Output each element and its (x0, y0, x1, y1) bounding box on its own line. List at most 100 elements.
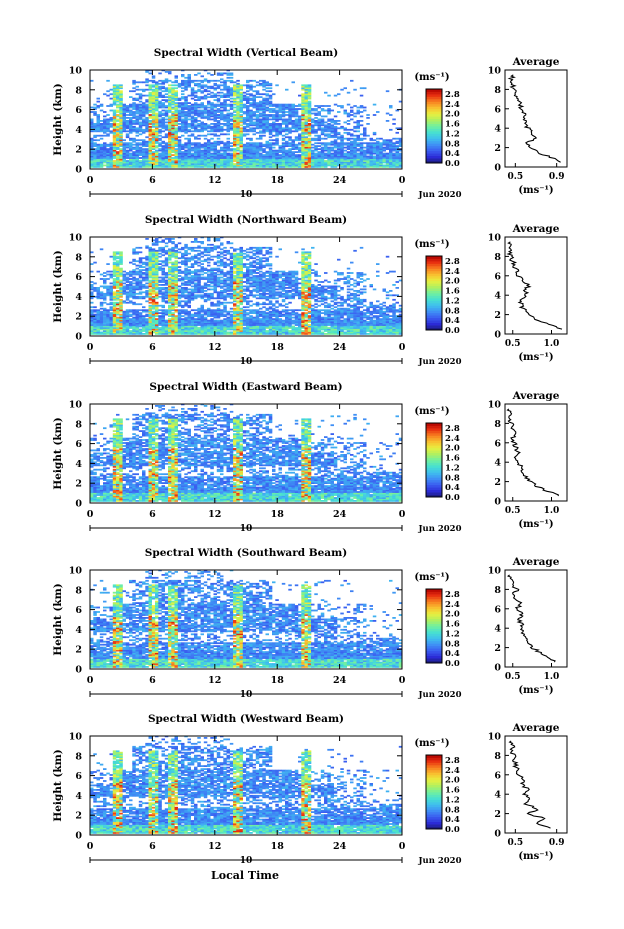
heatmap-cell (96, 121, 100, 124)
heatmap-cell (242, 128, 247, 131)
heatmap-cell (236, 133, 240, 136)
heatmap-cell (337, 142, 341, 145)
heatmap-cell (252, 100, 256, 103)
heatmap-cell (112, 102, 117, 104)
heatmap-cell (142, 284, 146, 286)
heatmap-cell (155, 93, 159, 96)
heatmap-cell (112, 121, 117, 124)
heatmap-cell (138, 111, 143, 113)
heatmap-cell (135, 131, 139, 134)
heatmap-cell (252, 154, 256, 156)
heatmap-cell (109, 143, 113, 146)
heatmap-cell (194, 102, 198, 104)
heatmap-cell (281, 166, 286, 168)
heatmap-cell (239, 136, 243, 139)
heatmap-cell (242, 84, 247, 87)
heatmap-cell (203, 146, 208, 149)
heatmap-cell (138, 146, 143, 149)
heatmap-cell (164, 238, 169, 240)
heatmap-cell (259, 82, 263, 85)
heatmap-cell (145, 117, 149, 119)
heatmap-cell (177, 166, 182, 168)
heatmap-cell (164, 245, 169, 248)
heatmap-cell (142, 261, 146, 264)
heatmap-cell (142, 140, 146, 143)
heatmap-cell (220, 123, 224, 125)
heatmap-cell (207, 93, 211, 96)
heatmap-cell (229, 149, 234, 152)
heatmap-cell (262, 79, 266, 82)
heatmap-cell (155, 166, 159, 168)
heatmap-cell (356, 109, 360, 112)
heatmap-cell (278, 163, 282, 165)
heatmap-cell (119, 91, 123, 94)
heatmap-cell (216, 161, 221, 164)
heatmap-cell (148, 125, 152, 128)
heatmap-cell (135, 270, 139, 273)
heatmap-cell (281, 111, 286, 113)
heatmap-cell (236, 136, 240, 139)
heatmap-cell (268, 142, 273, 145)
heatmap-cell (239, 160, 243, 162)
heatmap-cell (194, 151, 198, 153)
heatmap-cell (177, 300, 182, 303)
heatmap-cell (129, 143, 133, 146)
heatmap-cell (223, 143, 227, 146)
heatmap-cell (187, 160, 191, 162)
y-tick-label: 10 (69, 66, 83, 77)
heatmap-cell (132, 97, 136, 100)
heatmap-cell (213, 79, 217, 82)
heatmap-cell (190, 133, 195, 136)
heatmap-cell (112, 148, 117, 150)
heatmap-cell (148, 166, 152, 168)
heatmap-cell (177, 149, 182, 152)
heatmap-cell (210, 112, 214, 115)
heatmap-cell (262, 125, 266, 128)
heatmap-cell (106, 151, 110, 153)
heatmap-cell (181, 158, 185, 161)
heatmap-cell (158, 327, 162, 329)
heatmap-cell (327, 108, 331, 110)
heatmap-cell (119, 163, 123, 165)
heatmap-cell (181, 118, 185, 121)
heatmap-cell (158, 255, 162, 258)
heatmap-cell (194, 120, 198, 122)
heatmap-cell (174, 133, 178, 136)
heatmap-cell (181, 270, 185, 273)
heatmap-cell (145, 245, 149, 248)
heatmap-cell (207, 85, 211, 88)
heatmap-cell (268, 114, 273, 116)
heatmap-cell (106, 278, 110, 280)
heatmap-cell (177, 261, 182, 264)
heatmap-cell (99, 149, 104, 152)
heatmap-cell (164, 300, 169, 303)
heatmap-cell (132, 146, 136, 149)
heatmap-cell (177, 248, 182, 251)
heatmap-cell (132, 282, 136, 285)
heatmap-cell (233, 84, 237, 87)
heatmap-cell (125, 163, 130, 165)
heatmap-cell (249, 152, 253, 155)
heatmap-cell (129, 330, 133, 332)
heatmap-cell (255, 146, 260, 149)
heatmap-cell (161, 246, 165, 249)
heatmap-cell (203, 79, 208, 82)
heatmap-cell (259, 112, 263, 115)
heatmap-cell (213, 111, 217, 113)
heatmap-cell (161, 87, 165, 90)
heatmap-cell (168, 72, 172, 75)
heatmap-cell (171, 114, 175, 116)
heatmap-cell (226, 128, 230, 131)
heatmap-cell (174, 136, 178, 139)
heatmap-cell (116, 164, 120, 167)
heatmap-cell (223, 164, 227, 167)
heatmap-cell (285, 160, 289, 162)
heatmap-cell (181, 143, 185, 146)
heatmap-cell (236, 109, 240, 112)
heatmap-cell (116, 96, 120, 98)
heatmap-cell (298, 94, 302, 97)
heatmap-cell (197, 85, 201, 88)
heatmap-cell (177, 106, 182, 109)
heatmap-cell (207, 160, 211, 162)
heatmap-cell (116, 154, 120, 156)
